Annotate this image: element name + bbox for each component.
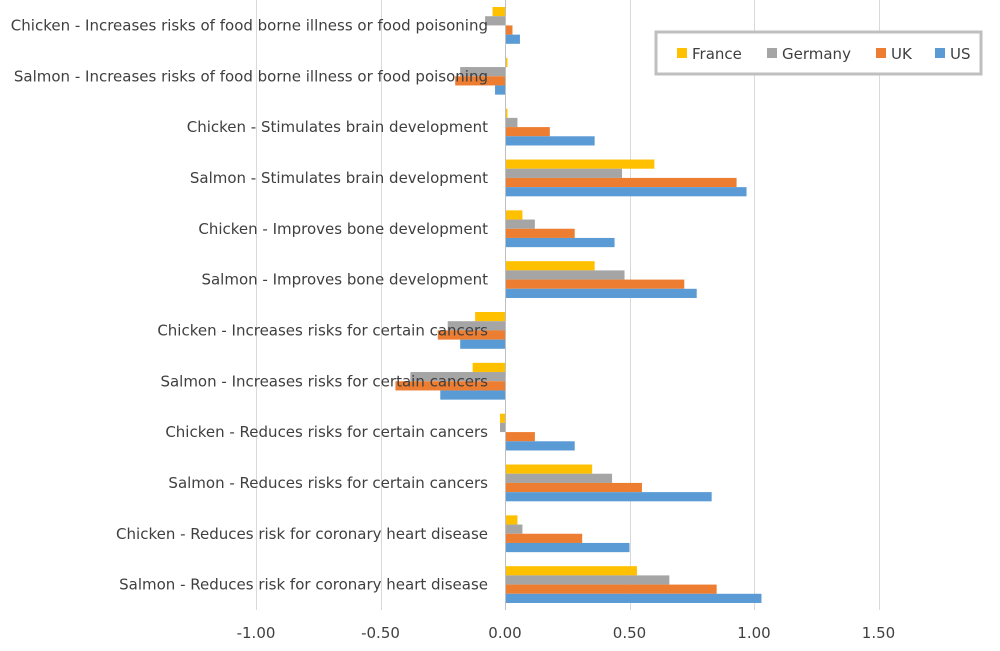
category-label: Salmon - Reduces risk for coronary heart… [119,576,488,594]
x-tick-label: 1.00 [737,624,770,642]
legend: France Germany UK US [654,30,983,76]
category-label: Chicken - Increases risks of food borne … [11,16,488,34]
x-tick-label: -0.50 [361,624,400,642]
category-label: Chicken - Reduces risk for coronary hear… [116,525,488,543]
category-label: Chicken - Improves bone development [198,220,488,238]
legend-swatch-france [677,48,687,58]
bar-germany [460,67,505,77]
bar-us [505,593,762,603]
category-label: Salmon - Improves bone development [201,271,488,289]
category-label: Chicken - Increases risks for certain ca… [157,321,488,339]
x-tick-label: 1.50 [862,624,895,642]
bar-us [495,85,505,95]
legend-label-us: US [950,45,971,63]
bar-germany [410,372,505,382]
bar-france [505,57,508,68]
bar-uk [505,533,583,543]
bar-us [505,136,595,146]
bar-uk [395,381,505,391]
bar-germany [500,422,505,433]
bar-france [505,261,595,271]
x-tick-labels: -1.00 -0.50 0.00 0.50 1.00 1.50 [237,624,896,642]
bar-germany [485,16,505,26]
bar-us [505,492,712,502]
bar-france [505,464,593,474]
legend-box [654,30,983,76]
legend-swatch-germany [767,48,777,58]
category-label: Chicken - Reduces risks for certain canc… [165,423,488,441]
bar-germany [505,117,518,128]
bar-france [505,566,637,576]
bar-france [505,210,523,220]
legend-label-germany: Germany [782,45,851,63]
bar-france [472,362,505,373]
bar-france [505,159,655,169]
bar-uk [505,279,685,289]
bar-uk [437,330,505,340]
bars [395,7,762,603]
bar-us [505,542,630,553]
bar-france [500,413,505,423]
bar-us [505,288,697,298]
bar-germany [505,524,523,534]
bar-uk [505,25,513,35]
gridlines [256,0,880,610]
bar-uk [505,482,642,493]
category-label: Salmon - Stimulates brain development [190,169,488,187]
category-label: Salmon - Reduces risks for certain cance… [168,474,488,492]
bar-france [492,7,505,17]
bar-uk [505,228,575,238]
bar-us [460,339,505,349]
bar-germany [505,168,623,178]
bar-us [440,390,505,400]
legend-swatch-uk [876,48,886,58]
bar-germany [505,219,535,229]
x-tick-label: -1.00 [237,624,276,642]
bar-us [505,237,615,248]
bar-us [505,441,575,451]
x-tick-label: 0.00 [488,624,521,642]
x-tick-label: 0.50 [613,624,646,642]
bar-germany [447,321,505,331]
bar-uk [505,432,535,442]
bar-germany [505,270,625,280]
bar-uk [505,177,737,188]
category-label: Salmon - Increases risks for certain can… [160,372,488,390]
bar-uk [505,584,717,594]
bar-uk [455,76,505,86]
bar-france [505,515,518,525]
bar-uk [505,127,550,137]
bar-france [475,312,505,322]
category-label: Chicken - Stimulates brain development [187,118,488,136]
bar-us [505,34,520,44]
legend-swatch-us [935,48,945,58]
legend-label-uk: UK [891,45,913,63]
bar-france [505,108,508,118]
bar-us [505,187,747,197]
legend-label-france: France [692,45,742,63]
bar-germany [505,473,613,483]
category-label: Salmon - Increases risks of food borne i… [14,67,488,85]
bar-germany [505,575,670,585]
category-labels: Chicken - Increases risks of food borne … [11,16,488,593]
